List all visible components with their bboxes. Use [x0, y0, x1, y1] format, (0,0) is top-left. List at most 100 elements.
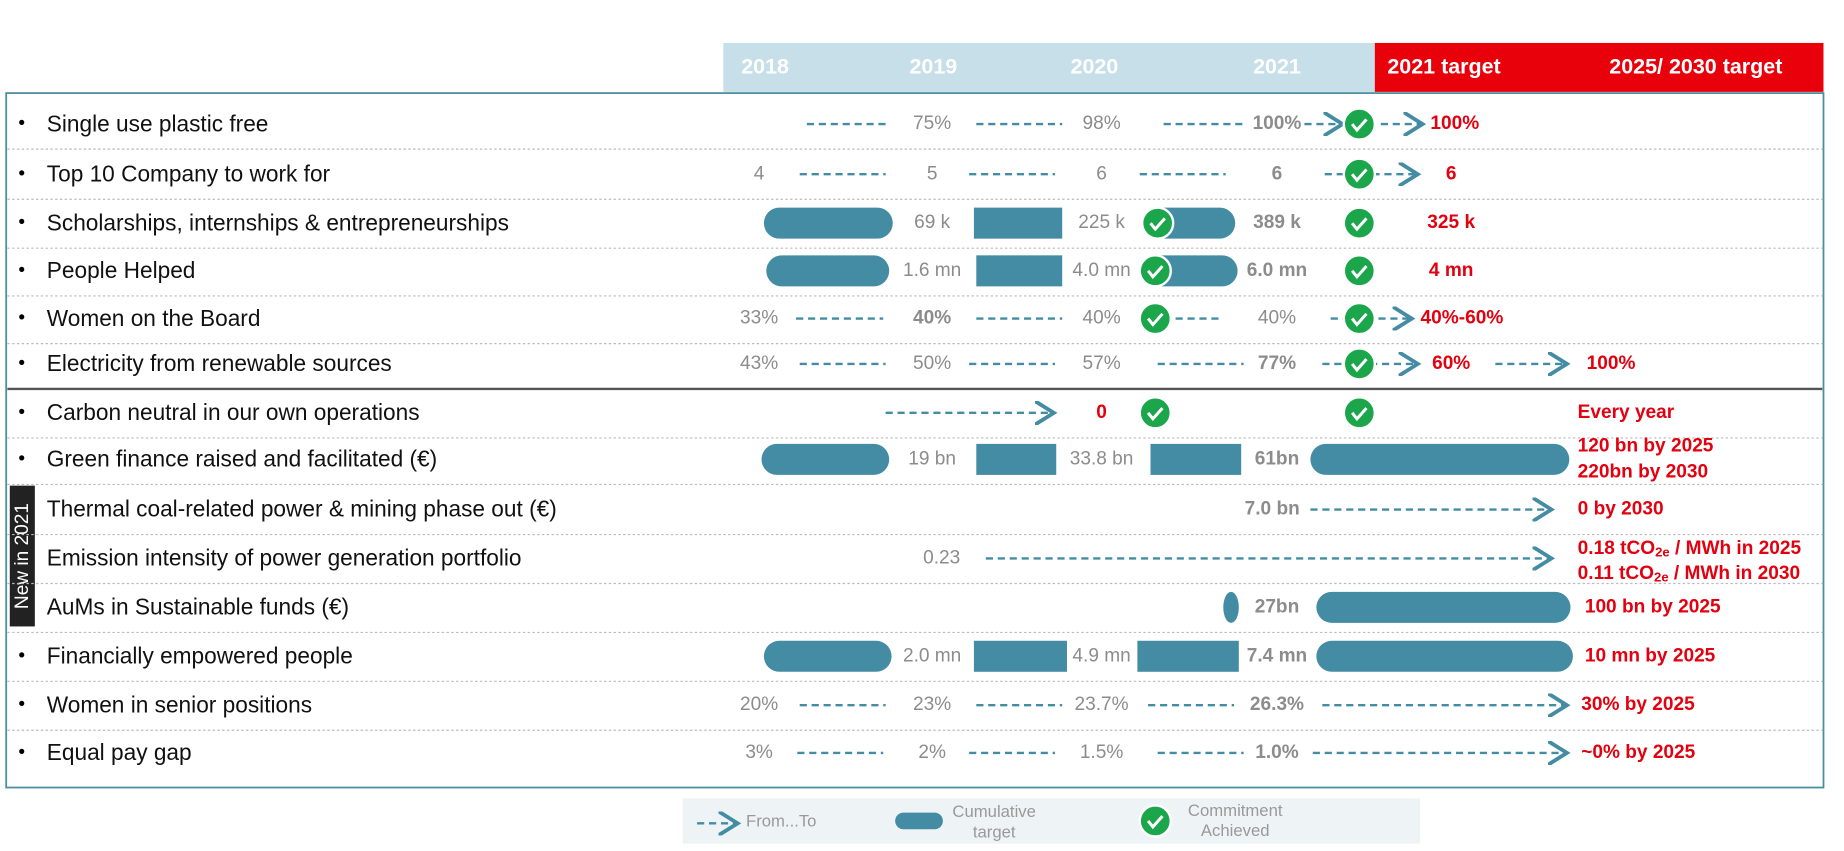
cumulative-bar	[1316, 591, 1571, 623]
legend-label: Commitment	[1188, 801, 1283, 820]
check-icon	[1138, 396, 1172, 430]
table-border	[5, 92, 1825, 789]
cell-value: 0.23	[923, 547, 960, 568]
cell-value: 6	[1096, 163, 1107, 184]
bullet: •	[18, 402, 25, 423]
cell-value: 75%	[913, 113, 951, 134]
check-icon	[1342, 107, 1377, 141]
cumulative-bar	[976, 443, 1057, 475]
cell-value: 6	[1272, 163, 1283, 184]
cumulative-bar	[1310, 443, 1570, 475]
check-icon	[1342, 157, 1377, 191]
cell-part: 0.11 tCO	[1578, 563, 1655, 584]
cell-value: 60%	[1432, 353, 1470, 374]
cell-value: 33%	[740, 308, 778, 329]
check-icon	[1342, 301, 1377, 336]
cell-value: 6.0 mn	[1247, 260, 1307, 281]
subscript: 2e	[1654, 570, 1669, 585]
row-label: Carbon neutral in our own operations	[47, 399, 420, 425]
cell-value: ~0% by 2025	[1581, 742, 1695, 763]
row-label: Emission intensity of power generation p…	[47, 545, 522, 571]
cell-value: 4	[754, 163, 765, 184]
cell-value: 0.18 tCO2e / MWh in 2025	[1578, 538, 1802, 560]
row-label: People Helped	[47, 257, 196, 283]
cell-value: 7.4 mn	[1247, 645, 1307, 666]
cell-part: 0.18 tCO	[1578, 538, 1656, 559]
cumulative-bar	[766, 255, 890, 287]
cell-value: 33.8 bn	[1070, 448, 1134, 469]
cell-part: / MWh in 2025	[1670, 538, 1802, 559]
row-label: Single use plastic free	[47, 110, 269, 136]
row-label: AuMs in Sustainable funds (€)	[47, 594, 349, 620]
legend-label: From...To	[746, 812, 816, 831]
cumulative-bar	[761, 443, 890, 475]
cell-value: 7.0 bn	[1245, 499, 1300, 520]
cell-value: 40%	[1082, 308, 1120, 329]
row-label: Thermal coal-related power & mining phas…	[47, 496, 557, 522]
legend-bar	[895, 812, 943, 830]
cell-value: 69 k	[914, 212, 951, 233]
row-label: Top 10 Company to work for	[47, 160, 331, 186]
check-icon	[1140, 206, 1175, 240]
cumulative-bar	[1223, 591, 1239, 623]
cell-value: 2%	[918, 742, 946, 763]
check-mark	[1146, 407, 1164, 422]
header-cell: 2021 target	[1387, 55, 1500, 79]
header-cell: 2020	[1071, 55, 1119, 79]
check-icon	[1342, 347, 1377, 381]
check-mark	[1350, 265, 1368, 280]
bullet: •	[18, 308, 25, 329]
check-mark	[1350, 407, 1368, 422]
cell-part: / MWh in 2030	[1669, 563, 1800, 584]
legend-label: target	[973, 822, 1016, 841]
row-label: Green finance raised and facilitated (€)	[47, 446, 437, 472]
bullet: •	[18, 353, 25, 374]
cell-value: 0.11 tCO2e / MWh in 2030	[1578, 563, 1800, 585]
cell-value: 23%	[913, 694, 951, 715]
cell-value: 19 bn	[908, 448, 956, 469]
check-mark	[1146, 815, 1164, 830]
header-cell: 2025/ 2030 target	[1609, 55, 1782, 79]
cell-value: 57%	[1082, 353, 1120, 374]
bullet: •	[18, 260, 25, 281]
row-label: Financially empowered people	[47, 642, 353, 668]
cell-value: 20%	[740, 694, 778, 715]
bullet: •	[18, 448, 25, 469]
legend-bg	[682, 798, 1421, 844]
header-target-bg	[1374, 42, 1824, 92]
cumulative-bar	[1316, 640, 1573, 672]
header-cell: 2021	[1253, 55, 1301, 79]
cumulative-bar	[973, 207, 1063, 239]
bullet: •	[18, 113, 25, 134]
cell-value: 6	[1446, 163, 1457, 184]
bullet: •	[18, 742, 25, 763]
check-icon	[1342, 254, 1377, 288]
side-label-bg	[9, 485, 35, 627]
cumulative-bar	[973, 640, 1067, 672]
check-icon	[1342, 206, 1377, 240]
cell-value: 10 mn by 2025	[1585, 645, 1716, 666]
cell-value: 4.9 mn	[1072, 645, 1130, 666]
subscript: 2e	[1655, 545, 1670, 560]
header-cell: 2019	[909, 55, 957, 79]
cumulative-bar	[976, 255, 1063, 287]
cell-value: 100%	[1587, 353, 1636, 374]
check-mark	[1149, 217, 1166, 232]
cell-value: 4.0 mn	[1072, 260, 1130, 281]
check-mark	[1350, 118, 1368, 133]
check-mark	[1146, 265, 1164, 280]
cell-value: 0 by 2030	[1578, 499, 1664, 520]
cell-value: 77%	[1258, 353, 1296, 374]
bullet: •	[18, 163, 25, 184]
cell-value: 40%-60%	[1421, 308, 1504, 329]
check-mark	[1146, 312, 1164, 327]
check-icon	[1138, 301, 1172, 336]
bullet: •	[18, 212, 25, 233]
cell-value: 325 k	[1427, 212, 1475, 233]
check-mark	[1350, 217, 1368, 232]
cell-value: 2.0 mn	[903, 645, 961, 666]
header-years-bg	[723, 42, 1375, 92]
cell-value: 4 mn	[1429, 260, 1474, 281]
check-icon	[1138, 254, 1172, 288]
